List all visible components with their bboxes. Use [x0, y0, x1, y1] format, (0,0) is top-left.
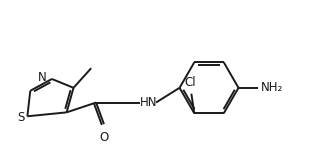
Text: S: S — [17, 111, 24, 124]
Text: NH₂: NH₂ — [261, 81, 283, 94]
Text: O: O — [99, 131, 109, 144]
Text: N: N — [38, 71, 47, 84]
Text: Cl: Cl — [185, 76, 196, 89]
Text: HN: HN — [139, 96, 157, 109]
